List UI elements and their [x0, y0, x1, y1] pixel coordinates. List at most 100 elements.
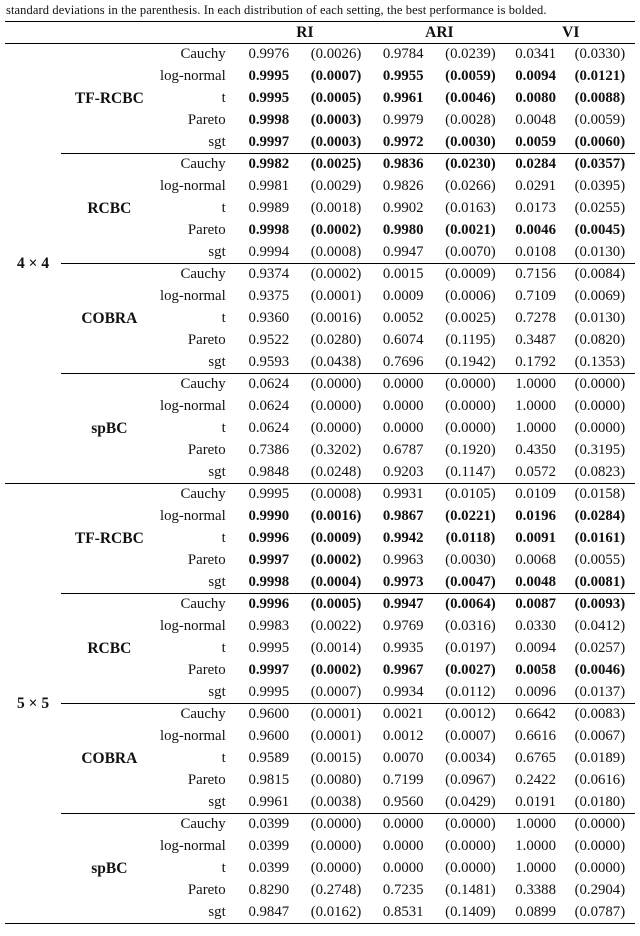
distribution-label: Pareto	[187, 662, 226, 678]
value-cell: 0.0000	[382, 838, 424, 854]
sd-cell: (0.0003)	[310, 133, 362, 150]
value-cell: 0.8290	[248, 882, 290, 898]
sd-cell: (0.1920)	[445, 442, 496, 458]
sd-cell: (0.0083)	[564, 703, 635, 726]
sd-cell: (0.0088)	[574, 90, 626, 106]
value-cell: 0.9997	[248, 662, 290, 678]
sd-cell: (0.0026)	[310, 46, 362, 63]
sd-cell: (0.0034)	[445, 750, 496, 766]
value-cell: 0.9996	[248, 530, 290, 546]
sd-cell: (0.0180)	[574, 793, 626, 810]
sd-cell: (0.0412)	[574, 618, 626, 634]
sd-cell: (0.0064)	[434, 593, 507, 616]
distribution-label: log-normal	[159, 838, 226, 854]
sd-cell: (0.2904)	[574, 882, 626, 898]
sd-cell: (0.0015)	[310, 750, 362, 766]
sd-cell: (0.0093)	[564, 593, 635, 616]
value-cell: 0.9826	[382, 178, 424, 194]
sd-cell: (0.0162)	[310, 903, 362, 920]
value-cell: 0.9593	[248, 353, 290, 370]
value-cell: 0.4350	[515, 442, 556, 458]
table-body: 4 × 4 TF-RCBC Cauchy 0.9976 (0.0026) 0.9784 (0…	[5, 44, 635, 924]
value-cell: 0.9995	[248, 640, 290, 656]
table-row: log-normal 0.9981 (0.0029) 0.9826 (0.0266) 0.…	[5, 176, 635, 198]
sd-cell: (0.0016)	[310, 310, 362, 326]
value-cell: 0.9374	[237, 263, 300, 286]
sd-cell: (0.0330)	[574, 46, 626, 63]
sd-cell: (0.0000)	[564, 373, 635, 396]
value-cell: 1.0000	[515, 838, 556, 854]
value-cell: 0.0109	[506, 483, 565, 506]
sd-cell: (0.0257)	[574, 640, 626, 656]
header-metric-ari: ARI	[372, 21, 507, 44]
value-cell: 0.9935	[382, 640, 424, 656]
value-cell: 0.9998	[248, 222, 290, 238]
sd-cell: (0.1195)	[445, 332, 496, 348]
method-label: TF-RCBC	[74, 89, 144, 107]
sd-cell: (0.0028)	[445, 112, 496, 128]
sd-cell: (0.3195)	[574, 442, 626, 458]
sd-cell: (0.0002)	[310, 552, 362, 568]
sd-cell: (0.0000)	[434, 813, 507, 836]
distribution-label: Pareto	[187, 882, 226, 898]
value-cell: 0.0341	[515, 46, 556, 63]
distribution-label: sgt	[208, 463, 226, 480]
value-cell: 1.0000	[515, 420, 556, 436]
value-cell: 0.0330	[515, 618, 556, 634]
header-row: RI ARI VI	[5, 21, 635, 44]
sd-cell: (0.0014)	[310, 640, 362, 656]
sd-cell: (0.0000)	[310, 398, 362, 414]
sd-cell: (0.1942)	[445, 353, 496, 370]
sd-cell: (0.0025)	[445, 310, 496, 326]
sd-cell: (0.0137)	[574, 683, 626, 700]
sd-cell: (0.0158)	[564, 483, 635, 506]
value-cell: 0.3388	[515, 882, 556, 898]
table-row: sgt 0.9994 (0.0008) 0.9947 (0.0070) 0.0108 (0.…	[5, 242, 635, 264]
sd-cell: (0.0070)	[445, 243, 496, 260]
sd-cell: (0.0002)	[310, 662, 362, 678]
table-row: t 0.9589 (0.0015) 0.0070 (0.0034) 0.6765 (0.01…	[5, 748, 635, 770]
value-cell: 0.0173	[515, 200, 556, 216]
value-cell: 0.9942	[382, 530, 424, 546]
value-cell: 0.9979	[382, 112, 424, 128]
value-cell: 0.9995	[237, 483, 300, 506]
value-cell: 0.0399	[248, 838, 290, 854]
value-cell: 0.9982	[237, 153, 300, 176]
distribution-label: t	[221, 310, 226, 326]
value-cell: 0.0291	[515, 178, 556, 194]
distribution-label: sgt	[208, 683, 226, 700]
value-cell: 0.9947	[382, 243, 424, 260]
value-cell: 0.9980	[382, 222, 424, 238]
method-label: TF-RCBC	[61, 483, 158, 594]
table-row: COBRA Cauchy 0.9374 (0.0002) 0.0015 (0.0009) 0…	[5, 263, 635, 374]
value-cell: 0.9934	[382, 683, 424, 700]
header-spacer	[5, 21, 238, 44]
sd-cell: (0.0000)	[445, 420, 496, 436]
sd-cell: (0.2748)	[310, 882, 362, 898]
distribution-label: sgt	[208, 353, 226, 370]
table-row: Pareto 0.8290 (0.2748) 0.7235 (0.1481) 0.3388…	[5, 880, 635, 902]
value-cell: 0.9769	[382, 618, 424, 634]
value-cell: 0.1792	[515, 353, 556, 370]
sd-cell: (0.0046)	[574, 662, 626, 678]
method-label: COBRA	[61, 263, 158, 374]
sd-cell: (0.0616)	[574, 772, 626, 788]
distribution-label: sgt	[208, 573, 226, 590]
value-cell: 0.9589	[248, 750, 290, 766]
sd-cell: (0.0000)	[310, 838, 362, 854]
distribution-label: t	[221, 90, 226, 106]
distribution-label: Cauchy	[157, 703, 238, 726]
value-cell: 0.0000	[382, 420, 424, 436]
table-row: t 0.9989 (0.0018) 0.9902 (0.0163) 0.0173 (0.02…	[5, 198, 635, 220]
value-cell: 0.0068	[515, 552, 556, 568]
sd-cell: (0.0022)	[310, 618, 362, 634]
sd-cell: (0.0000)	[299, 813, 373, 836]
value-cell: 0.0000	[382, 398, 424, 414]
value-cell: 1.0000	[515, 860, 556, 876]
value-cell: 0.9981	[248, 178, 290, 194]
value-cell: 0.0012	[382, 728, 424, 744]
sd-cell: (0.0021)	[445, 222, 496, 238]
sd-cell: (0.0007)	[445, 728, 496, 744]
value-cell: 0.0046	[515, 222, 556, 238]
